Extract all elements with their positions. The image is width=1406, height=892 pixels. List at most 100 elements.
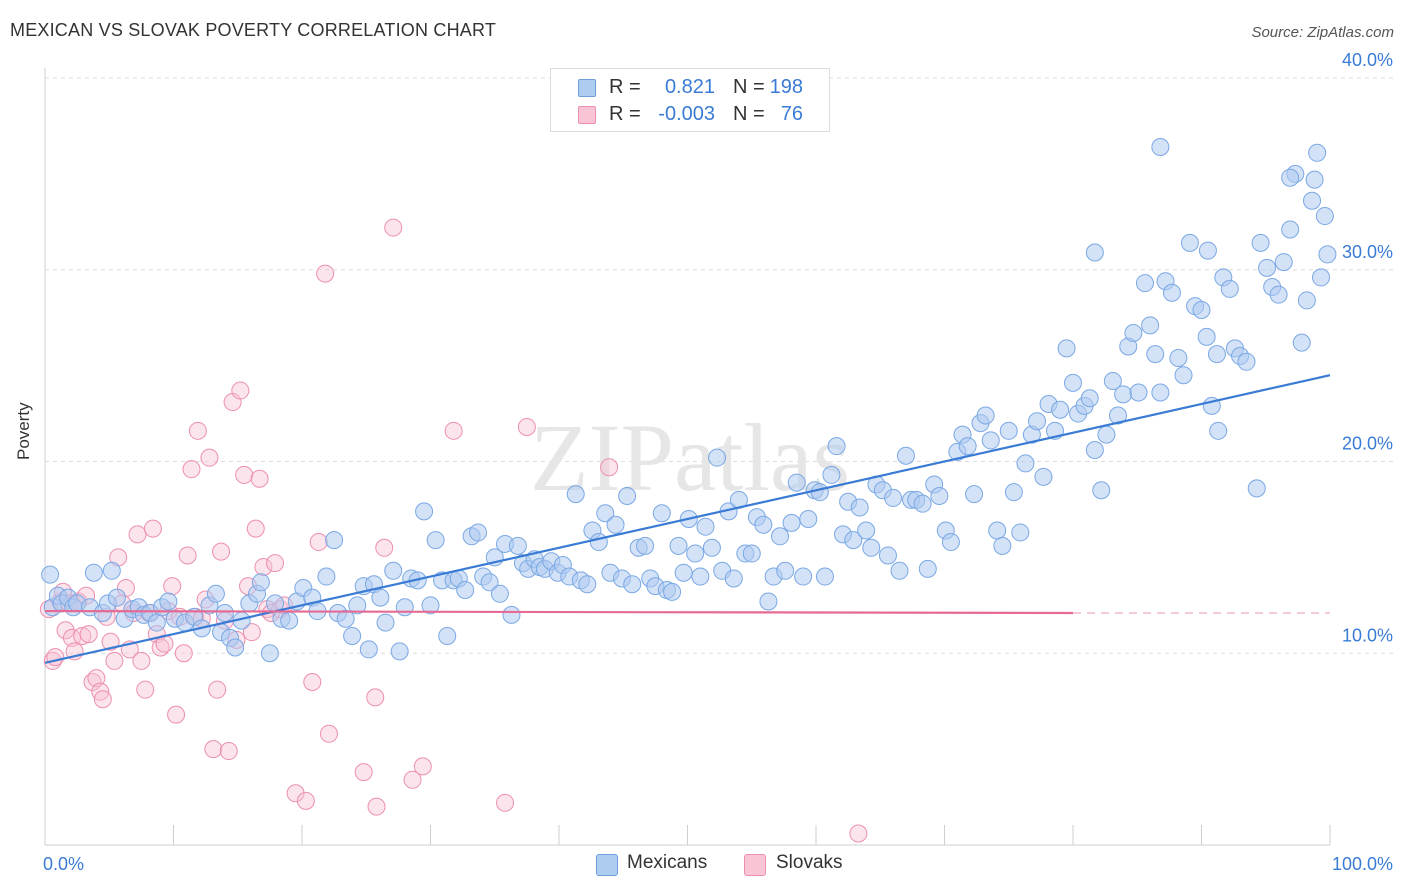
mexicans-point bbox=[1016, 454, 1035, 473]
mexicans-point bbox=[438, 626, 457, 645]
mexicans-point bbox=[317, 567, 336, 586]
slovaks-point bbox=[182, 460, 201, 479]
mexicans-point bbox=[1180, 233, 1199, 252]
mexicans-point bbox=[896, 446, 915, 465]
mexicans-point bbox=[1051, 400, 1070, 419]
axes bbox=[44, 68, 1331, 846]
mexicans-point bbox=[993, 536, 1012, 555]
mexicans-point bbox=[1151, 383, 1170, 402]
slovaks-point bbox=[46, 648, 65, 667]
mexicans-point bbox=[862, 538, 881, 557]
legend-n-label: N = bbox=[733, 103, 765, 125]
slovaks-point bbox=[163, 577, 182, 596]
mexicans-point bbox=[776, 561, 795, 580]
slovaks-point bbox=[296, 791, 315, 810]
mexicans-point bbox=[827, 437, 846, 456]
mexicans-point bbox=[215, 603, 234, 622]
mexicans-point bbox=[260, 644, 279, 663]
mexicans-point bbox=[226, 638, 245, 657]
mexicans-point bbox=[348, 596, 367, 615]
mexicans-points bbox=[41, 138, 1337, 663]
mexicans-legend-swatch bbox=[596, 854, 618, 876]
mexicans-point bbox=[1305, 170, 1324, 189]
mexicans-point bbox=[1064, 373, 1082, 392]
slovaks-point bbox=[208, 680, 227, 699]
slovaks-point bbox=[413, 757, 432, 776]
legend-r-label: R = bbox=[609, 76, 641, 98]
mexicans-point bbox=[589, 533, 608, 552]
mexicans-point bbox=[384, 561, 403, 580]
legend-n-label: N = bbox=[733, 76, 765, 98]
slovaks-point bbox=[87, 669, 106, 688]
mexicans-point bbox=[691, 567, 710, 586]
mexicans-point bbox=[1151, 138, 1170, 157]
slovaks-point bbox=[105, 651, 124, 670]
chart-title: MEXICAN VS SLOVAK POVERTY CORRELATION CH… bbox=[10, 20, 497, 40]
mexicans-point bbox=[1085, 243, 1104, 262]
mexicans-point bbox=[782, 513, 801, 532]
mexicans-point bbox=[1312, 268, 1331, 287]
mexicans-point bbox=[1292, 333, 1311, 352]
slovaks-point bbox=[204, 740, 223, 759]
mexicans-point bbox=[371, 588, 390, 607]
legend-row-slovaks: R = -0.003 N = 76 bbox=[551, 100, 829, 128]
mexicans-point bbox=[941, 533, 960, 552]
slovaks-point bbox=[309, 533, 328, 552]
mexicans-point bbox=[1258, 258, 1277, 277]
x-tick-label: 0.0% bbox=[43, 854, 84, 874]
slovaks-point bbox=[403, 770, 422, 789]
slovaks-legend-swatch bbox=[744, 854, 766, 876]
mexicans-point bbox=[702, 538, 721, 557]
slovaks-point bbox=[849, 824, 868, 843]
slovaks-point bbox=[93, 690, 112, 709]
slovaks-point bbox=[319, 724, 338, 743]
mexicans-point bbox=[1198, 241, 1217, 260]
mexicans-point bbox=[1169, 348, 1188, 367]
mexicans-point bbox=[918, 559, 937, 578]
slovaks-point bbox=[132, 651, 151, 670]
slovaks-point bbox=[303, 673, 322, 692]
mexicans-point bbox=[1146, 345, 1165, 364]
mexicans-point bbox=[981, 431, 1000, 450]
mexicans-point bbox=[578, 575, 597, 594]
mexicans-point bbox=[794, 567, 813, 586]
mexicans-point bbox=[930, 487, 949, 506]
mexicans-point bbox=[1209, 421, 1228, 440]
slovaks-point bbox=[178, 546, 197, 565]
mexicans-point bbox=[1057, 339, 1076, 358]
source-label: Source: ZipAtlas.com bbox=[1251, 24, 1394, 41]
mexicans-point bbox=[1034, 467, 1053, 486]
correlation-legend: R = 0.821 N = 198 R = -0.003 N = 76 bbox=[550, 68, 830, 132]
mexicans-point bbox=[159, 592, 178, 611]
mexicans-point bbox=[469, 523, 488, 542]
mexicans-point bbox=[1192, 301, 1211, 320]
mexicans-point bbox=[1097, 425, 1116, 444]
y-tick-label: 20.0% bbox=[1342, 434, 1393, 454]
mexicans-swatch bbox=[578, 79, 596, 97]
legend-r-label: R = bbox=[609, 103, 641, 125]
slovaks-point bbox=[128, 525, 147, 544]
mexicans-point bbox=[251, 573, 270, 592]
mexicans-point bbox=[669, 536, 688, 555]
legend-n-value: 198 bbox=[769, 76, 803, 98]
mexicans-point bbox=[1004, 483, 1023, 502]
slovaks-point bbox=[101, 632, 120, 651]
mexicans-point bbox=[1124, 324, 1143, 343]
mexicans-point bbox=[663, 582, 682, 601]
legend-row-mexicans: R = 0.821 N = 198 bbox=[551, 73, 829, 101]
mexicans-point bbox=[1108, 406, 1127, 425]
mexicans-point bbox=[754, 515, 773, 534]
slovaks-point bbox=[219, 742, 238, 761]
mexicans-point bbox=[1129, 383, 1148, 402]
slovaks-point bbox=[367, 797, 386, 816]
mexicans-point bbox=[596, 504, 615, 523]
mexicans-point bbox=[636, 536, 655, 555]
mexicans-legend-label: Mexicans bbox=[627, 852, 708, 873]
slovaks-point bbox=[167, 705, 186, 724]
slovaks-trend-line bbox=[44, 609, 1074, 615]
mexicans-point bbox=[724, 569, 743, 588]
mexicans-point bbox=[686, 544, 705, 563]
slovaks-point bbox=[174, 644, 193, 663]
mexicans-point bbox=[884, 488, 903, 507]
